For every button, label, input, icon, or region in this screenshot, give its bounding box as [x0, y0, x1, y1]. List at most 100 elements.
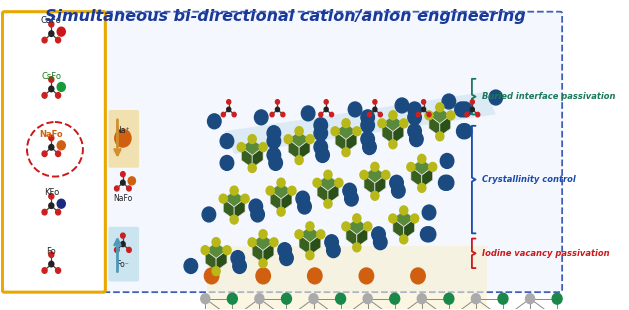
Circle shape	[389, 111, 397, 120]
Circle shape	[114, 186, 119, 191]
Polygon shape	[346, 226, 357, 247]
Circle shape	[465, 112, 469, 117]
Circle shape	[395, 98, 409, 113]
Circle shape	[121, 172, 125, 177]
Circle shape	[313, 178, 321, 187]
Circle shape	[407, 162, 415, 171]
Circle shape	[208, 114, 221, 129]
Circle shape	[55, 151, 60, 157]
Text: Fo⁻: Fo⁻	[116, 259, 129, 268]
Circle shape	[408, 124, 421, 139]
Circle shape	[269, 156, 282, 171]
Circle shape	[49, 135, 54, 141]
Polygon shape	[404, 219, 415, 239]
Circle shape	[444, 293, 454, 304]
Circle shape	[55, 93, 60, 98]
Circle shape	[389, 140, 397, 149]
Circle shape	[373, 107, 377, 112]
Circle shape	[363, 294, 372, 304]
Circle shape	[363, 140, 376, 154]
Circle shape	[301, 106, 315, 121]
Polygon shape	[281, 191, 292, 212]
Circle shape	[212, 238, 220, 246]
Circle shape	[121, 241, 125, 246]
Circle shape	[361, 132, 374, 147]
Circle shape	[114, 129, 131, 147]
Polygon shape	[393, 123, 404, 144]
Circle shape	[223, 246, 231, 255]
Polygon shape	[288, 139, 299, 160]
Circle shape	[237, 143, 245, 152]
Polygon shape	[328, 183, 339, 204]
Circle shape	[378, 112, 382, 117]
Polygon shape	[234, 199, 245, 219]
Circle shape	[342, 148, 350, 157]
Circle shape	[324, 170, 332, 179]
Circle shape	[317, 230, 325, 239]
Circle shape	[282, 293, 291, 304]
Circle shape	[256, 268, 270, 284]
Circle shape	[270, 238, 278, 247]
Circle shape	[324, 100, 328, 104]
Circle shape	[212, 267, 220, 276]
Circle shape	[288, 186, 296, 195]
Circle shape	[284, 135, 292, 144]
Circle shape	[277, 207, 285, 216]
Circle shape	[49, 193, 54, 199]
Circle shape	[360, 170, 368, 179]
Polygon shape	[335, 131, 346, 152]
Circle shape	[390, 175, 403, 190]
Circle shape	[251, 207, 264, 222]
Circle shape	[416, 112, 420, 117]
Circle shape	[364, 222, 372, 231]
Circle shape	[306, 251, 314, 260]
Circle shape	[417, 294, 426, 304]
Circle shape	[314, 126, 328, 141]
Circle shape	[42, 151, 47, 157]
Circle shape	[371, 191, 379, 200]
Polygon shape	[364, 167, 386, 183]
Polygon shape	[310, 234, 321, 255]
Text: KFo: KFo	[43, 188, 59, 197]
Circle shape	[409, 132, 423, 147]
Circle shape	[418, 154, 426, 163]
Circle shape	[306, 135, 314, 144]
Circle shape	[382, 170, 390, 179]
Circle shape	[342, 119, 350, 128]
Circle shape	[295, 230, 303, 239]
Polygon shape	[335, 123, 357, 140]
Circle shape	[266, 186, 274, 195]
Circle shape	[230, 186, 238, 195]
Text: NaFo: NaFo	[40, 130, 63, 139]
Polygon shape	[216, 250, 227, 271]
Polygon shape	[393, 210, 415, 227]
Circle shape	[114, 247, 119, 252]
Circle shape	[42, 268, 47, 273]
Circle shape	[259, 230, 267, 239]
Circle shape	[353, 243, 361, 252]
Circle shape	[128, 177, 135, 185]
Circle shape	[270, 112, 274, 117]
Circle shape	[255, 294, 264, 304]
Circle shape	[276, 100, 279, 104]
Circle shape	[316, 148, 330, 162]
Polygon shape	[263, 242, 274, 263]
Circle shape	[428, 162, 437, 171]
FancyBboxPatch shape	[207, 246, 487, 310]
Polygon shape	[346, 218, 368, 235]
Circle shape	[367, 112, 372, 117]
Circle shape	[42, 37, 47, 43]
Circle shape	[121, 180, 125, 185]
Circle shape	[308, 268, 322, 284]
Circle shape	[49, 21, 54, 27]
Polygon shape	[346, 131, 357, 152]
Circle shape	[201, 246, 209, 255]
Circle shape	[204, 268, 219, 284]
Circle shape	[42, 93, 47, 98]
Circle shape	[498, 293, 508, 304]
Circle shape	[298, 199, 311, 214]
Circle shape	[267, 126, 281, 141]
Circle shape	[353, 127, 361, 136]
Circle shape	[440, 175, 454, 190]
Circle shape	[226, 100, 231, 104]
